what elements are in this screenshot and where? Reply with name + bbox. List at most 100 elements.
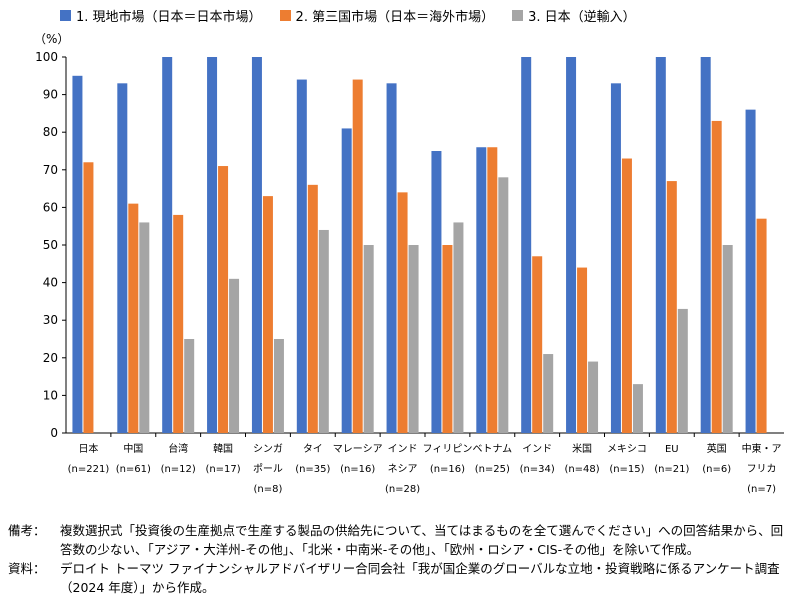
x-sample-size-label: (n=12) <box>161 464 196 475</box>
bar-2 <box>666 181 677 433</box>
y-tick-label: 10 <box>43 388 58 402</box>
x-sample-size-label: (n=16) <box>430 464 465 475</box>
bar-3 <box>273 339 284 433</box>
bar-1 <box>296 79 307 433</box>
bar-2 <box>352 79 363 433</box>
x-sample-size-label: (n=34) <box>520 464 555 475</box>
bar-2 <box>262 196 273 433</box>
bar-3 <box>543 354 554 433</box>
source-text: デロイト トーマツ ファイナンシャルアドバイザリー合同会社「我が国企業のグローバ… <box>60 561 780 595</box>
bar-3 <box>498 177 509 433</box>
x-sample-size-label: (n=8) <box>253 484 282 495</box>
x-sample-size-label: (n=35) <box>295 464 330 475</box>
bar-1 <box>521 57 532 433</box>
bar-3 <box>363 245 374 433</box>
bar-2 <box>128 203 139 433</box>
bar-2 <box>397 192 408 433</box>
legend-label-third-country: 2. 第三国市場（日本＝海外市場） <box>295 10 495 25</box>
legend-swatch-third-country <box>279 10 291 21</box>
chart-notes: 備考： 複数選択式「投資後の生産拠点で生産する製品の供給先について、当てはまるも… <box>8 521 794 597</box>
x-sample-size-label: (n=15) <box>609 464 644 475</box>
legend-label-japan: 3. 日本（逆輸入） <box>528 10 636 25</box>
x-sample-size-label: (n=48) <box>564 464 599 475</box>
source-row: 資料： デロイト トーマツ ファイナンシャルアドバイザリー合同会社「我が国企業の… <box>8 559 794 597</box>
bar-chart: （%） 0 10 20 30 40 50 60 70 80 90 100 日本 (n=221) 中国 (n=… <box>34 32 784 495</box>
bar-1 <box>162 57 173 433</box>
y-tick-label: 90 <box>43 88 58 102</box>
bar-2 <box>711 120 722 434</box>
x-category-label: 台湾 <box>168 442 188 455</box>
bar-1 <box>610 83 621 433</box>
bar-2 <box>577 267 588 433</box>
bar-1 <box>386 83 397 433</box>
y-tick-label: 70 <box>43 163 58 177</box>
x-category-label: タイ <box>303 443 323 455</box>
bar-1 <box>476 147 487 434</box>
legend-item-japan: 3. 日本（逆輸入） <box>512 6 636 25</box>
bar-2 <box>532 256 543 433</box>
bar-3 <box>139 222 150 433</box>
bar-3 <box>318 229 329 433</box>
bar-1 <box>117 83 128 433</box>
remarks-label: 備考： <box>8 523 46 538</box>
x-category-label: 中東・ア <box>742 442 782 455</box>
x-sample-size-label: (n=61) <box>116 464 151 475</box>
bar-1 <box>700 57 711 433</box>
y-tick-label: 40 <box>43 276 58 290</box>
remarks-row: 備考： 複数選択式「投資後の生産拠点で生産する製品の供給先について、当てはまるも… <box>8 521 794 559</box>
y-tick-label: 50 <box>43 238 58 252</box>
bar-3 <box>229 278 240 433</box>
x-category-label: シンガ <box>253 443 283 455</box>
x-category-label: マレーシア <box>333 444 383 455</box>
x-sample-size-label: (n=17) <box>205 464 240 475</box>
bar-3 <box>632 384 643 433</box>
x-category-label: メキシコ <box>607 444 647 455</box>
x-category-label: インド <box>388 444 418 455</box>
x-category-label: 米国 <box>572 442 592 455</box>
y-axis-unit-label: （%） <box>34 32 69 46</box>
bar-3 <box>453 222 464 433</box>
chart-legend: 1. 現地市場（日本＝日本市場） 2. 第三国市場（日本＝海外市場） 3. 日本… <box>60 6 636 25</box>
bar-3 <box>677 308 688 433</box>
x-sample-size-label: (n=7) <box>747 484 776 495</box>
x-category-label: 日本 <box>78 442 98 455</box>
x-category-label: 韓国 <box>213 443 233 455</box>
x-category-label: 中国 <box>123 442 143 455</box>
legend-swatch-local <box>60 10 71 21</box>
bar-2 <box>621 158 632 433</box>
y-tick-label: 100 <box>35 50 58 64</box>
legend-item-local: 1. 現地市場（日本＝日本市場） <box>60 6 262 25</box>
x-sample-size-label: (n=21) <box>654 464 689 475</box>
bar-3 <box>184 339 195 433</box>
x-sample-size-label: (n=16) <box>340 464 375 475</box>
bar-1 <box>207 57 218 433</box>
bar-1 <box>251 57 262 433</box>
bar-3 <box>408 245 419 433</box>
bar-1 <box>431 151 442 433</box>
x-category-label: インド <box>522 444 552 455</box>
bar-1 <box>72 75 83 434</box>
bar-2 <box>83 162 94 433</box>
bar-1 <box>341 128 352 433</box>
x-category-label: EU <box>665 444 679 455</box>
bar-3 <box>722 245 733 433</box>
x-category-label: ベトナム <box>472 443 512 455</box>
x-category-label: 英国 <box>707 442 727 455</box>
y-tick-label: 30 <box>43 313 58 327</box>
legend-item-third-country: 2. 第三国市場（日本＝海外市場） <box>279 6 495 25</box>
x-category-label: ネシア <box>388 463 418 475</box>
y-tick-label: 60 <box>43 200 58 214</box>
y-tick-label: 80 <box>43 125 58 139</box>
x-category-label: フリカ <box>747 463 777 475</box>
x-category-label: フィリピン <box>423 443 473 455</box>
bar-3 <box>588 361 599 433</box>
bar-1 <box>745 109 756 433</box>
bar-2 <box>307 184 318 433</box>
bar-1 <box>655 57 666 433</box>
bar-2 <box>442 245 453 433</box>
x-sample-size-label: (n=221) <box>68 464 110 475</box>
legend-swatch-japan <box>512 10 524 21</box>
source-label: 資料： <box>8 561 46 576</box>
remarks-text: 複数選択式「投資後の生産拠点で生産する製品の供給先について、当てはまるものを全て… <box>60 523 784 557</box>
bar-2 <box>756 218 767 433</box>
